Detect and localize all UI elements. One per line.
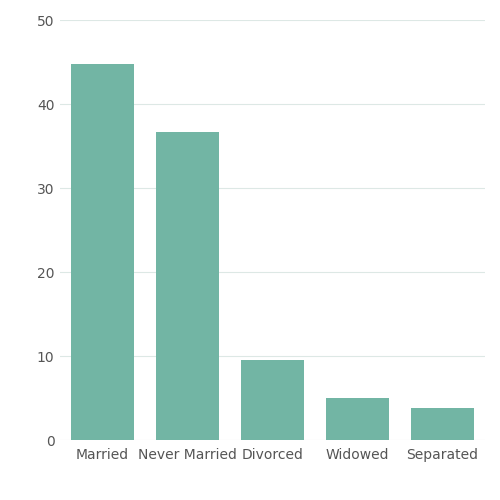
- Bar: [410, 408, 474, 440]
- Bar: [70, 64, 134, 440]
- Bar: [326, 398, 390, 440]
- Bar: [240, 360, 304, 440]
- Bar: [156, 132, 220, 440]
